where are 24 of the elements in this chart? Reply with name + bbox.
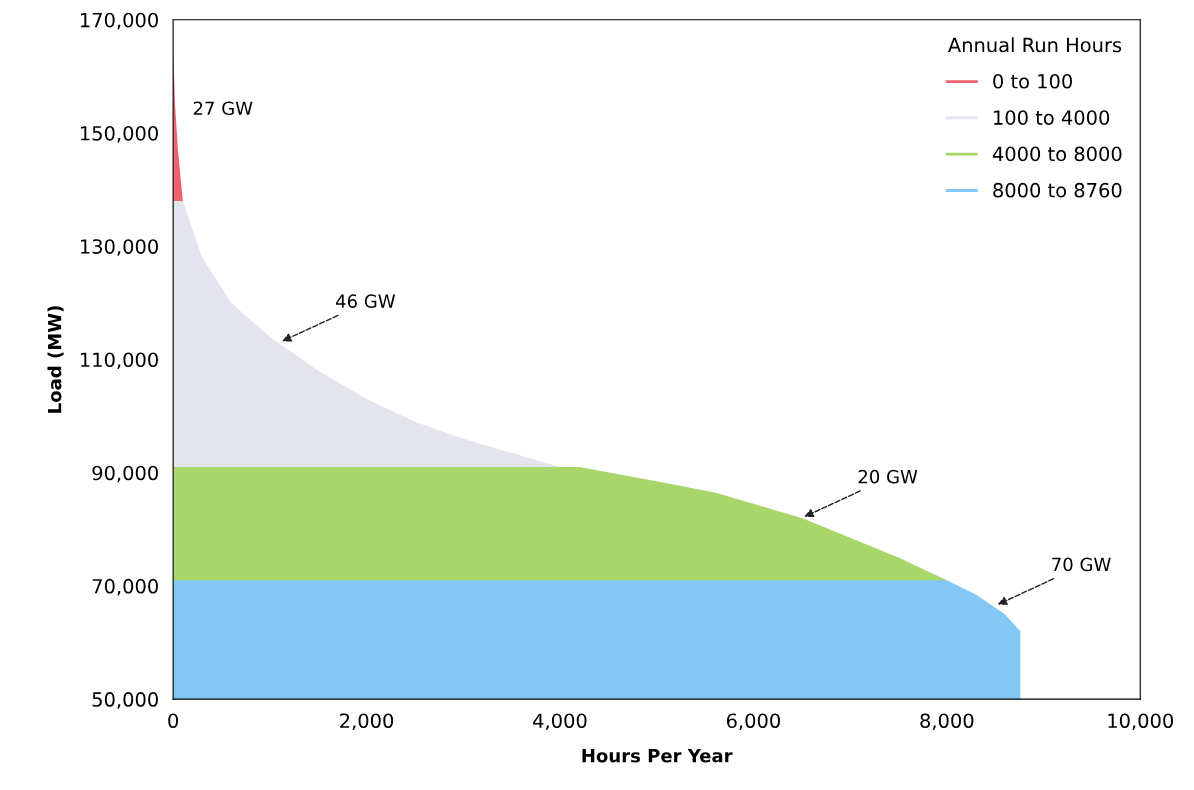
x-tick-label: 2,000 bbox=[340, 713, 394, 731]
x-axis-title: Hours Per Year bbox=[582, 749, 733, 763]
annotation: 20 GW bbox=[858, 469, 918, 484]
annotation: 46 GW bbox=[335, 294, 396, 308]
x-tick-label: 8,000 bbox=[920, 713, 974, 731]
x-tick-label: 0 bbox=[168, 713, 179, 729]
y-tick-label: 170,000 bbox=[80, 12, 158, 30]
annotation: 70 GW bbox=[1052, 557, 1111, 572]
legend-label: 0 to 100 bbox=[993, 73, 1072, 89]
x-tick-label: 10,000 bbox=[1108, 713, 1173, 731]
legend-title: Annual Run Hours bbox=[948, 37, 1122, 53]
y-tick-label: 150,000 bbox=[80, 125, 158, 143]
y-tick-label: 50,000 bbox=[92, 692, 158, 709]
y-tick-label: 70,000 bbox=[92, 578, 158, 596]
y-tick-label: 130,000 bbox=[80, 239, 158, 256]
annotation: 27 GW bbox=[193, 101, 253, 116]
legend-label: 8000 to 8760 bbox=[993, 182, 1122, 198]
legend-label: 4000 to 8000 bbox=[992, 146, 1122, 162]
y-tick-label: 90,000 bbox=[92, 465, 158, 483]
x-tick-label: 6,000 bbox=[726, 713, 780, 731]
y-tick-label: 110,000 bbox=[80, 352, 158, 370]
y-axis-title: Load (MW) bbox=[47, 306, 64, 413]
legend-label: 100 to 4000 bbox=[994, 110, 1110, 125]
x-tick-label: 4,000 bbox=[533, 713, 587, 731]
